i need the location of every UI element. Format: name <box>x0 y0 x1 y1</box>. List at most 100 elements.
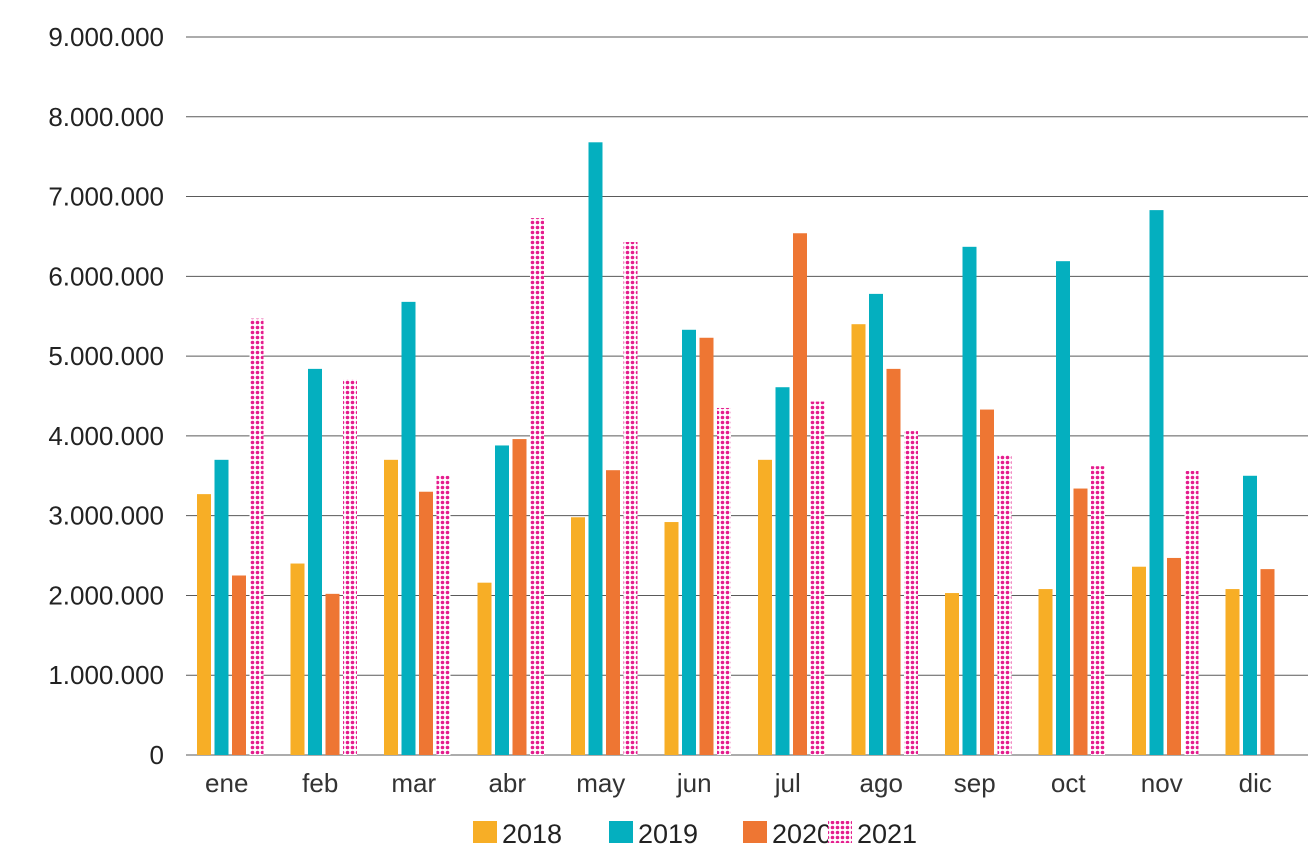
bar-2021-nov <box>1184 470 1199 755</box>
bar-2018-jul <box>758 459 772 755</box>
bars <box>197 142 1275 756</box>
bar-group-jul <box>758 233 825 756</box>
y-tick-label: 1.000.000 <box>48 660 164 690</box>
y-tick-label: 0 <box>150 740 164 770</box>
y-tick-label: 5.000.000 <box>48 341 164 371</box>
bar-2018-sep <box>945 593 959 755</box>
y-tick-label: 4.000.000 <box>48 421 164 451</box>
bar-2018-mar <box>384 459 398 755</box>
bar-2020-ene <box>232 575 246 755</box>
legend-label: 2020 <box>772 819 832 847</box>
bar-2020-may <box>606 470 620 755</box>
x-tick-label: may <box>576 768 625 798</box>
bar-2019-jun <box>682 329 696 755</box>
bar-2019-sep <box>962 246 977 755</box>
x-tick-label: mar <box>391 768 436 798</box>
bar-2021-oct <box>1091 466 1105 755</box>
bar-group-feb <box>290 368 357 755</box>
legend-item-2018: 2018 <box>473 819 562 847</box>
bar-2019-mar <box>401 301 416 755</box>
bar-2019-abr <box>495 445 509 755</box>
bar-2019-jul <box>775 387 790 755</box>
bar-group-ago <box>851 293 918 755</box>
x-tick-label: jul <box>774 768 801 798</box>
bar-2021-jun <box>717 407 731 755</box>
bar-2021-ene <box>249 318 264 755</box>
legend-label: 2019 <box>638 819 698 847</box>
bar-2018-dic <box>1225 589 1240 755</box>
y-tick-label: 6.000.000 <box>48 261 164 291</box>
bar-2020-abr <box>512 439 527 755</box>
bar-group-may <box>571 142 638 756</box>
bar-2020-feb <box>325 593 340 755</box>
bar-2021-mar <box>436 475 451 755</box>
y-tick-label: 8.000.000 <box>48 102 164 132</box>
y-tick-label: 7.000.000 <box>48 182 164 212</box>
legend-swatch <box>828 821 852 843</box>
bar-2019-may <box>588 142 603 756</box>
legend-label: 2021 <box>857 819 917 847</box>
bar-2018-may <box>571 517 585 755</box>
bar-2019-ago <box>869 293 883 755</box>
x-axis-tick-labels: ene feb mar abr may jun jul ago sep oct nov dic <box>205 768 1272 798</box>
y-axis-tick-labels: 0 1.000.000 2.000.000 3.000.000 4.000.000 5.0… <box>48 22 164 770</box>
bar-group-nov <box>1132 210 1199 755</box>
bar-2020-jun <box>699 337 714 755</box>
bar-group-ene <box>197 318 264 755</box>
x-tick-label: jun <box>676 768 712 798</box>
legend-item-2019: 2019 <box>609 819 698 847</box>
bar-2018-jun <box>664 522 679 755</box>
legend-swatch <box>473 821 497 843</box>
bar-2021-may <box>623 242 638 756</box>
bar-2020-jul <box>793 233 807 756</box>
bar-group-dic <box>1225 475 1275 755</box>
x-tick-label: feb <box>302 768 338 798</box>
bar-2019-oct <box>1056 261 1070 755</box>
bar-2020-oct <box>1073 488 1088 755</box>
bar-2020-sep <box>980 409 994 755</box>
x-tick-label: oct <box>1051 768 1086 798</box>
bar-2018-ago <box>851 324 866 755</box>
bar-2018-oct <box>1038 589 1053 755</box>
bar-group-oct <box>1038 261 1105 755</box>
legend-swatch <box>609 821 633 843</box>
bar-2020-nov <box>1167 557 1181 755</box>
bar-group-jun <box>664 329 731 755</box>
bar-group-sep <box>945 246 1012 755</box>
bar-2018-abr <box>477 582 492 755</box>
legend-label: 2018 <box>502 819 562 847</box>
bar-2021-sep <box>997 455 1012 755</box>
x-tick-label: ene <box>205 768 248 798</box>
bar-2019-nov <box>1149 210 1164 755</box>
x-tick-label: abr <box>488 768 526 798</box>
bar-2020-mar <box>419 491 433 755</box>
bar-2020-ago <box>886 368 901 755</box>
y-tick-label: 2.000.000 <box>48 580 164 610</box>
bar-group-mar <box>384 301 451 755</box>
gridlines <box>186 36 1308 756</box>
x-tick-label: sep <box>954 768 996 798</box>
x-tick-label: ago <box>860 768 903 798</box>
bar-2021-feb <box>343 379 357 755</box>
x-tick-label: nov <box>1141 768 1183 798</box>
y-tick-label: 9.000.000 <box>48 22 164 52</box>
bar-2021-jul <box>810 401 825 755</box>
legend-item-2020: 2020 <box>743 819 832 847</box>
y-tick-label: 3.000.000 <box>48 501 164 531</box>
bar-2021-ago <box>904 431 918 755</box>
bar-2019-feb <box>308 368 322 755</box>
bar-2018-feb <box>290 563 305 755</box>
bar-2019-ene <box>214 459 229 755</box>
bar-2020-dic <box>1260 569 1275 755</box>
bar-2019-dic <box>1243 475 1257 755</box>
x-tick-label: dic <box>1239 768 1272 798</box>
bar-group-abr <box>477 218 544 755</box>
bar-2018-ene <box>197 494 211 755</box>
bar-2021-abr <box>530 218 544 755</box>
legend-item-2021: 2021 <box>828 819 917 847</box>
legend-swatch <box>743 821 767 843</box>
legend: 2018 2019 2020 2021 <box>473 819 917 847</box>
bar-2018-nov <box>1132 566 1146 755</box>
